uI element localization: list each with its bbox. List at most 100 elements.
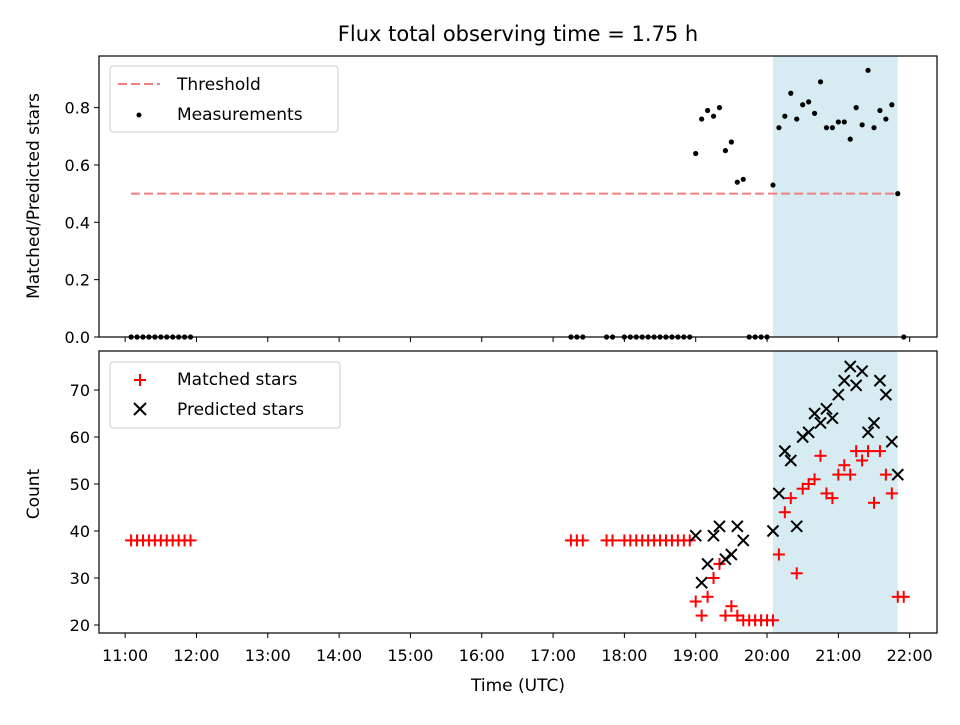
top-marks: [128, 67, 907, 340]
bottom-xtick-label: 15:00: [387, 646, 433, 665]
predicted-star-stroke-b: [832, 388, 845, 401]
predicted-star-stroke-b: [772, 487, 786, 500]
top-ytick-label: 0.8: [65, 99, 90, 118]
matched-star-point: [885, 487, 898, 500]
matched-star-point: [856, 454, 869, 467]
bottom-xtick-label: 18:00: [601, 646, 647, 665]
bottom-xtick-label: 21:00: [815, 646, 861, 665]
bottom-legend-box: [109, 361, 341, 429]
matched-star-point: [784, 492, 797, 505]
matched-star-point: [778, 506, 791, 519]
predicted-star-point: [867, 416, 881, 430]
top-ytick-label: 0.6: [65, 156, 90, 175]
predicted-star-stroke-b: [766, 524, 780, 538]
predicted-star-point: [689, 529, 702, 542]
matched-star-point: [689, 595, 702, 608]
top-panel: 0.0 0.2 0.4 0.6 0.8 Threshold Measurements: [65, 55, 938, 347]
measurement-point: [734, 179, 740, 185]
predicted-star-stroke-b: [731, 520, 744, 533]
legend-predicted-label: Predicted stars: [177, 400, 304, 420]
predicted-star-point: [766, 524, 780, 538]
bottom-xtick-label: 17:00: [530, 646, 576, 665]
matched-star-point: [808, 473, 821, 486]
bottom-xtick-label: 20:00: [744, 646, 790, 665]
predicted-star-stroke-b: [861, 426, 875, 439]
legend-measurements-swatch: [136, 112, 142, 118]
legend-matched-label: Matched stars: [177, 370, 297, 390]
matched-star-point: [719, 609, 732, 622]
predicted-star-point: [855, 365, 869, 378]
predicted-star-point: [725, 548, 738, 561]
bottom-xtick-label: 13:00: [245, 646, 291, 665]
measurement-point: [853, 105, 859, 111]
measurement-point: [788, 90, 794, 96]
predicted-star-stroke-b: [737, 534, 750, 547]
predicted-star-stroke-b: [873, 374, 887, 387]
predicted-star-stroke-b: [885, 435, 899, 448]
measurement-point: [817, 79, 824, 85]
bottom-ytick-label: 60: [70, 428, 90, 447]
measurement-point: [693, 150, 699, 157]
measurement-point: [877, 107, 883, 114]
predicted-star-stroke-b: [695, 576, 708, 589]
bottom-ylabel: Count: [24, 468, 44, 519]
measurement-point: [841, 119, 847, 125]
matched-star-point: [701, 590, 714, 603]
predicted-star-stroke-b: [784, 454, 798, 467]
predicted-star-point: [861, 426, 875, 439]
predicted-star-stroke-b: [701, 557, 714, 571]
predicted-star-stroke-b: [849, 379, 863, 392]
matched-star-point: [897, 590, 910, 603]
matched-star-point: [814, 449, 827, 462]
top-axes: 0.0 0.2 0.4 0.6 0.8: [65, 99, 911, 347]
measurement-point: [847, 136, 853, 142]
predicted-star-stroke-b: [879, 388, 893, 401]
predicted-star-point: [885, 435, 899, 448]
matched-star-point: [850, 445, 863, 458]
bottom-ytick-label: 50: [70, 475, 90, 494]
top-ytick-label: 0.2: [65, 271, 90, 290]
matched-star-point: [868, 496, 881, 509]
measurement-point: [776, 125, 782, 131]
bottom-axes: 20 30 40 50 60 70 11:00 12:00 13:00 14:00 15:00 16:…: [70, 381, 933, 665]
measurement-point: [704, 107, 711, 114]
matched-star-point: [862, 445, 875, 458]
measurement-point: [811, 110, 818, 116]
predicted-star-point: [838, 374, 851, 387]
measurement-point: [859, 122, 865, 128]
measurement-point: [823, 125, 830, 131]
measurement-point: [889, 102, 895, 108]
predicted-star-stroke-b: [844, 360, 857, 373]
predicted-star-point: [808, 407, 821, 420]
bottom-xtick-label: 12:00: [173, 646, 219, 665]
matched-star-point: [838, 459, 851, 472]
legend-predicted-swatch: [133, 402, 147, 416]
matched-star-point: [879, 468, 892, 481]
matched-star-point: [832, 468, 845, 481]
bottom-ytick-label: 20: [70, 616, 90, 635]
predicted-star-point: [873, 374, 887, 387]
bottom-panel: 20 30 40 50 60 70 11:00 12:00 13:00 14:00 15:00 16:…: [70, 350, 938, 665]
predicted-star-stroke-b: [713, 520, 726, 533]
predicted-star-stroke-b: [778, 444, 792, 458]
measurement-point: [699, 116, 705, 122]
measurement-point: [835, 119, 841, 125]
matched-star-point: [184, 534, 197, 547]
measurement-point: [740, 176, 746, 182]
predicted-star-stroke-b: [808, 407, 821, 420]
matched-star-point: [707, 572, 720, 585]
measurement-point: [883, 116, 889, 122]
bottom-ytick-label: 30: [70, 569, 90, 588]
matched-star-point: [790, 567, 803, 580]
bottom-xtick-label: 16:00: [459, 646, 505, 665]
measurement-point: [871, 125, 877, 131]
measurement-point: [794, 116, 800, 122]
predicted-star-point: [737, 534, 750, 547]
legend-measurements-label: Measurements: [177, 105, 303, 125]
predicted-star-stroke-b: [855, 365, 869, 378]
bottom-highlight-span: [772, 351, 898, 633]
bottom-ytick-label: 40: [70, 522, 90, 541]
predicted-star-point: [879, 388, 893, 401]
predicted-star-stroke-b: [867, 416, 881, 430]
bottom-ytick-label: 70: [70, 381, 90, 400]
